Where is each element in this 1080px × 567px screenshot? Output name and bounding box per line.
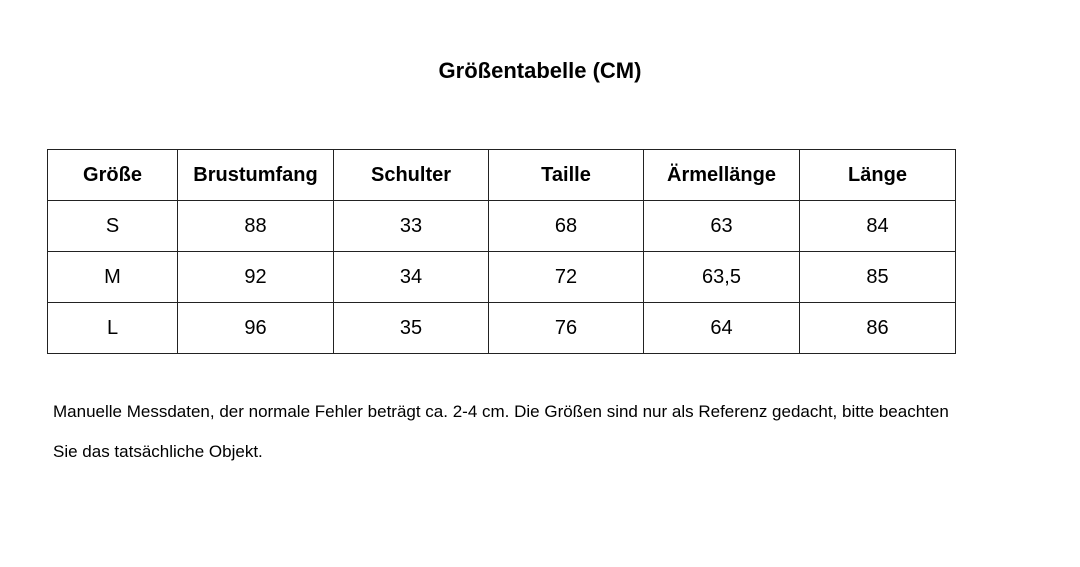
table-cell: 96	[177, 302, 334, 354]
table-cell: 34	[333, 251, 489, 303]
note: Manuelle Messdaten, der normale Fehler b…	[53, 392, 949, 472]
table-row: M 92 34 72 63,5 85	[47, 251, 956, 303]
table-cell: 85	[799, 251, 956, 303]
header-cell: Brustumfang	[177, 149, 334, 201]
table-cell: 84	[799, 200, 956, 252]
table-row: L 96 35 76 64 86	[47, 302, 956, 354]
table-cell: 33	[333, 200, 489, 252]
table-cell: 88	[177, 200, 334, 252]
header-cell: Taille	[488, 149, 644, 201]
table-cell: 72	[488, 251, 644, 303]
table-cell: 63	[643, 200, 800, 252]
table-cell: 35	[333, 302, 489, 354]
header-cell: Größe	[47, 149, 178, 201]
table-head: Größe Brustumfang Schulter Taille Ärmellänge…	[47, 149, 956, 201]
table-cell: 63,5	[643, 251, 800, 303]
note-line: Sie das tatsächliche Objekt.	[53, 442, 263, 461]
table-cell: M	[47, 251, 178, 303]
table-cell: 76	[488, 302, 644, 354]
table-cell: 92	[177, 251, 334, 303]
table-cell: 86	[799, 302, 956, 354]
note-line: Manuelle Messdaten, der normale Fehler b…	[53, 402, 949, 421]
title: Größentabelle (CM)	[438, 58, 642, 83]
table-cell: S	[47, 200, 178, 252]
header-cell: Ärmellänge	[643, 149, 800, 201]
table-cell: 68	[488, 200, 644, 252]
table-cell: L	[47, 302, 178, 354]
table-row: S 88 33 68 63 84	[47, 200, 956, 252]
header-row: Größe Brustumfang Schulter Taille Ärmellänge…	[47, 149, 956, 201]
header-cell: Länge	[799, 149, 956, 201]
table-cell: 64	[643, 302, 800, 354]
table-body: S 88 33 68 63 84 M 92 34 72 63,5 85 L 96 35 76 64 86	[47, 200, 956, 354]
size-table: Größe Brustumfang Schulter Taille Ärmellänge…	[47, 149, 956, 354]
header-cell: Schulter	[333, 149, 489, 201]
